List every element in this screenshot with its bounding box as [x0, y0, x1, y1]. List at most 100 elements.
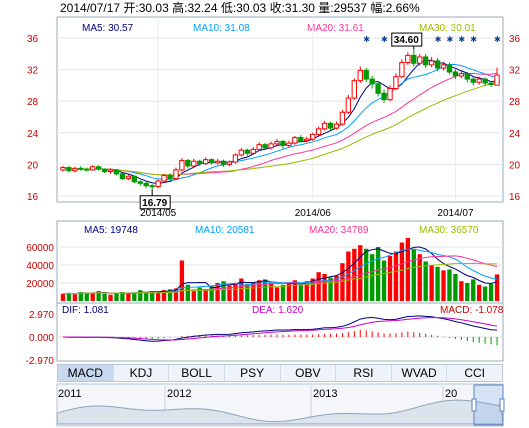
macd-y-tick: -2.970	[26, 356, 55, 367]
candle-body	[351, 80, 357, 99]
volume-panel-frame	[56, 220, 504, 304]
event-marker-icon[interactable]: ✱	[435, 35, 442, 44]
volume-bar	[268, 283, 274, 301]
macd-dif-label: DIF: 1.081	[62, 305, 109, 316]
quote-low: 低:30.03	[220, 1, 267, 15]
price-x-tick: 2014/06	[295, 208, 332, 219]
candle-body	[470, 78, 476, 83]
volume-bar	[435, 266, 440, 301]
candle-body	[90, 166, 96, 171]
candle-body	[66, 167, 72, 172]
candle-body	[185, 159, 191, 167]
volume-bar	[310, 278, 315, 301]
quote-open: 开:30.03	[123, 1, 169, 15]
candle-body	[339, 111, 346, 125]
tab-obv[interactable]: OBV	[281, 365, 337, 381]
volume-ma20-label: MA20: 34789	[309, 225, 369, 236]
candle-body	[191, 160, 197, 167]
volume-bar	[441, 270, 446, 301]
candle-body	[78, 167, 84, 170]
volume-bar	[465, 283, 470, 301]
volume-bar	[292, 280, 298, 301]
volume-bar	[245, 283, 250, 301]
tab-macd[interactable]: MACD	[58, 365, 114, 381]
volume-bar	[298, 283, 303, 301]
quote-amplitude: 幅:2.66%	[370, 1, 420, 15]
macd-value-label: MACD: -1.078	[440, 305, 504, 316]
event-marker-icon[interactable]: ✱	[458, 35, 465, 44]
candle-body	[482, 78, 488, 84]
volume-bar	[108, 294, 113, 301]
tab-rsi[interactable]: RSI	[336, 365, 392, 381]
volume-bar	[334, 275, 339, 301]
event-marker-icon[interactable]: ✱	[381, 35, 388, 44]
candle-body	[446, 64, 453, 73]
volume-bar	[72, 294, 78, 301]
price-x-tick: 2014/05	[140, 208, 177, 219]
volume-bar	[155, 292, 161, 301]
macd-dif-line	[62, 315, 498, 342]
candle-body	[381, 92, 387, 101]
navigator-handle-left[interactable]	[471, 398, 477, 412]
volume-bar	[369, 254, 375, 301]
event-marker-icon[interactable]: ✱	[446, 35, 453, 44]
candle-body	[280, 140, 286, 146]
volume-bar	[471, 279, 476, 301]
tab-boll[interactable]: BOLL	[169, 365, 225, 381]
volume-bar	[274, 287, 280, 301]
max-price-label: 34.60	[394, 35, 419, 46]
candle-body	[286, 142, 292, 146]
volume-bar	[405, 238, 411, 301]
volume-bar	[257, 280, 262, 301]
volume-bar	[126, 293, 131, 301]
candle-body	[304, 138, 310, 142]
price-ma20-label: MA20: 31.61	[307, 23, 364, 34]
event-marker-icon[interactable]: ✱	[363, 35, 370, 44]
quote-date: 2014/07/17	[60, 1, 121, 15]
min-price-label: 16.79	[142, 198, 167, 209]
price-y-tick-left: 36	[27, 34, 39, 45]
tab-kdj[interactable]: KDJ	[114, 365, 170, 381]
volume-bar	[286, 282, 292, 301]
event-marker-icon[interactable]: ✱	[470, 35, 477, 44]
volume-bar	[66, 292, 72, 301]
tab-psy[interactable]: PSY	[225, 365, 281, 381]
tab-cci[interactable]: CCI	[464, 366, 486, 380]
candle-body	[113, 169, 120, 175]
volume-bar	[251, 282, 256, 301]
candle-body	[119, 173, 126, 180]
candle-body	[155, 180, 161, 188]
navigator-year-label: 2011	[58, 388, 82, 400]
candle-body	[494, 74, 500, 86]
navigator-area	[56, 399, 504, 425]
candle-body	[149, 185, 155, 188]
volume-bar	[304, 281, 309, 301]
candle-body	[208, 159, 215, 164]
candle-body	[268, 143, 274, 149]
volume-bar	[453, 274, 458, 301]
price-ma10-label: MA10: 31.08	[193, 23, 250, 34]
volume-bar	[280, 284, 286, 301]
candle-body	[137, 181, 143, 184]
candle-body	[458, 73, 465, 77]
volume-bar	[477, 284, 482, 301]
max-price-label-box	[391, 32, 423, 47]
navigator-handle-right[interactable]	[499, 398, 505, 412]
volume-bar	[84, 293, 89, 301]
macd-y-tick: 2.970	[29, 310, 54, 321]
candle-body	[315, 128, 322, 135]
volume-bar	[132, 292, 137, 301]
candle-body	[173, 169, 179, 180]
volume-bar	[215, 283, 220, 301]
candle-body	[417, 56, 423, 64]
volume-bar	[417, 254, 422, 301]
volume-bar	[387, 256, 393, 301]
event-marker-icon[interactable]: ✱	[494, 35, 501, 44]
price-ma30-label: MA30: 30.01	[419, 23, 476, 34]
navigator-selection[interactable]	[473, 384, 504, 426]
price-y-tick-right: 28	[509, 97, 521, 108]
volume-bar	[262, 279, 268, 301]
tab-wvad[interactable]: WVAD	[392, 365, 448, 381]
price-y-tick-left: 20	[27, 160, 39, 171]
